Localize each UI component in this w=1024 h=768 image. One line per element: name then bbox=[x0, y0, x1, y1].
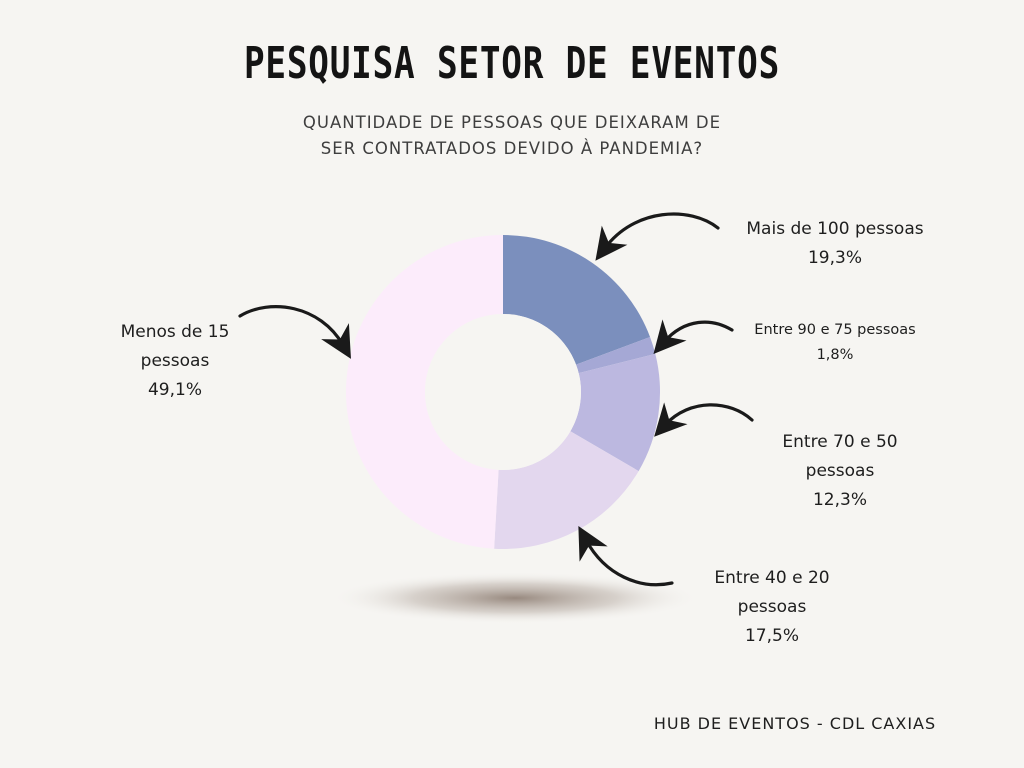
donut-slice-1 bbox=[503, 235, 651, 365]
label-mais100-name: Mais de 100 pessoas bbox=[746, 219, 924, 239]
annotation-arrows bbox=[238, 212, 754, 587]
footer-credit: HUB DE EVENTOS - CDL CAXIAS bbox=[653, 714, 937, 733]
donut-slice-5 bbox=[346, 235, 503, 549]
label-entre90-value: 1,8% bbox=[816, 347, 854, 363]
arrow-mais100 bbox=[595, 212, 720, 261]
label-entre40-value: 17,5% bbox=[744, 626, 799, 646]
arrow-menos15 bbox=[238, 305, 351, 359]
donut-slices bbox=[346, 235, 660, 549]
subtitle-line-2: SER CONTRATADOS DEVIDO À PANDEMIA? bbox=[320, 139, 704, 158]
donut-hole bbox=[425, 314, 581, 470]
label-entre70: Entre 70 e 50 pessoas 12,3% bbox=[760, 428, 920, 515]
label-menos15-name: Menos de 15 bbox=[120, 322, 230, 342]
chart-subtitle: QUANTIDADE DE PESSOAS QUE DEIXARAM DE SE… bbox=[262, 110, 762, 162]
arrow-entre40 bbox=[578, 525, 674, 587]
label-entre70-value: 12,3% bbox=[812, 490, 867, 510]
arrow-entre70 bbox=[654, 402, 754, 437]
page-title: PESQUISA SETOR DE EVENTOS bbox=[243, 38, 781, 89]
donut-slice-3 bbox=[570, 353, 660, 472]
arrow-entre90 bbox=[653, 319, 734, 355]
chart-shadow bbox=[330, 572, 700, 624]
label-menos15-unit: pessoas bbox=[140, 351, 210, 371]
label-menos15: Menos de 15 pessoas 49,1% bbox=[100, 318, 250, 405]
label-mais100-value: 19,3% bbox=[807, 248, 862, 268]
label-entre40-unit: pessoas bbox=[737, 597, 807, 617]
label-entre90-name: Entre 90 e 75 pessoas bbox=[754, 322, 916, 338]
label-entre90: Entre 90 e 75 pessoas 1,8% bbox=[735, 318, 935, 368]
label-entre40: Entre 40 e 20 pessoas 17,5% bbox=[692, 564, 852, 651]
subtitle-line-1: QUANTIDADE DE PESSOAS QUE DEIXARAM DE bbox=[302, 113, 722, 132]
donut-slice-2 bbox=[576, 336, 656, 374]
label-entre70-unit: pessoas bbox=[805, 461, 875, 481]
label-mais100: Mais de 100 pessoas 19,3% bbox=[720, 215, 950, 273]
label-entre40-name: Entre 40 e 20 bbox=[714, 568, 830, 588]
label-menos15-value: 49,1% bbox=[147, 380, 202, 400]
donut-slice-4 bbox=[494, 431, 639, 549]
label-entre70-name: Entre 70 e 50 bbox=[782, 432, 898, 452]
